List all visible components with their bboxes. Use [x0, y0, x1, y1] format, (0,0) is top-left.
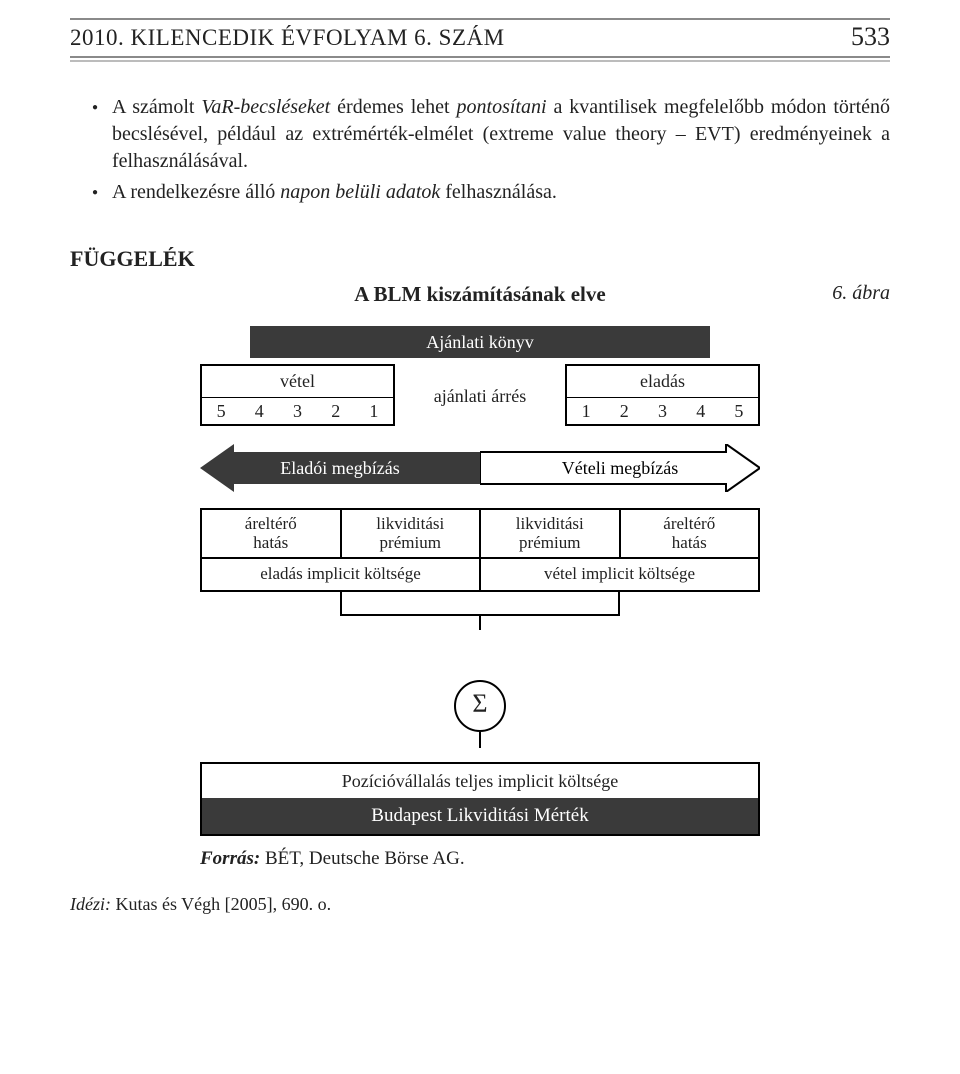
- running-header: 2010. KILENCEDIK ÉVFOLYAM 6. SZÁM 533: [0, 0, 960, 62]
- figure-caption: A BLM kiszámításának elve: [70, 280, 890, 308]
- spread-label: ajánlati árrés: [395, 364, 565, 426]
- connector-line: [479, 614, 481, 630]
- sell-side: eladás 1 2 3 4 5: [565, 364, 760, 426]
- level: 1: [567, 398, 605, 424]
- level: 5: [202, 398, 240, 424]
- effect-cell: likviditási prémium: [342, 510, 482, 557]
- bullet-icon: [92, 179, 112, 206]
- buy-order-arrow: Vételi megbízás: [480, 444, 760, 492]
- order-arrows: Eladói megbízás Vételi megbízás: [200, 444, 760, 492]
- text: felhasználása.: [440, 181, 557, 203]
- page-number: 533: [851, 22, 890, 52]
- effect-cell: áreltérő hatás: [621, 510, 759, 557]
- text: likviditási: [516, 514, 584, 533]
- text: érdemes lehet: [330, 96, 456, 118]
- text: áreltérő: [663, 514, 715, 533]
- buy-side: vétel 5 4 3 2 1: [200, 364, 395, 426]
- final-top-label: Pozícióvállalás teljes implicit költsége: [202, 764, 758, 798]
- order-book-title: Ajánlati könyv: [250, 326, 710, 358]
- text: hatás: [672, 533, 707, 552]
- source-text: BÉT, Deutsche Börse AG.: [260, 848, 464, 869]
- level: 4: [240, 398, 278, 424]
- sell-label: eladás: [567, 369, 758, 393]
- sell-levels: 1 2 3 4 5: [567, 397, 758, 424]
- final-bottom-label: Budapest Likviditási Mérték: [202, 798, 758, 834]
- connector-line: [618, 592, 620, 614]
- final-box: Pozícióvállalás teljes implicit költsége…: [200, 762, 760, 836]
- text: hatás: [253, 533, 288, 552]
- level: 1: [355, 398, 393, 424]
- text: A számolt: [112, 96, 201, 118]
- level: 5: [720, 398, 758, 424]
- connector-line: [479, 732, 481, 748]
- order-book-sides: vétel 5 4 3 2 1 ajánlati árrés eladás 1 …: [200, 364, 760, 426]
- source-label: Forrás:: [200, 848, 260, 869]
- emphasis: napon belüli adatok: [280, 181, 440, 203]
- emphasis: VaR-becsléseket: [201, 96, 330, 118]
- header-line: 2010. KILENCEDIK ÉVFOLYAM 6. SZÁM 533: [70, 18, 890, 58]
- text: likviditási: [376, 514, 444, 533]
- figure-source: Forrás: BÉT, Deutsche Börse AG.: [200, 846, 760, 872]
- sell-order-label: Eladói megbízás: [200, 444, 480, 492]
- level: 3: [278, 398, 316, 424]
- sum-to-final-connector: [200, 732, 760, 748]
- text: áreltérő: [245, 514, 297, 533]
- citation-text: Kutas és Végh [2005], 690. o.: [111, 894, 331, 914]
- appendix-heading: FÜGGELÉK: [70, 244, 890, 274]
- sell-order-arrow: Eladói megbízás: [200, 444, 480, 492]
- diagram: Ajánlati könyv vétel 5 4 3 2 1 ajánlati …: [200, 326, 760, 872]
- running-head-text: 2010. KILENCEDIK ÉVFOLYAM 6. SZÁM: [70, 25, 505, 51]
- buy-order-label: Vételi megbízás: [480, 444, 760, 492]
- text: A rendelkezésre álló: [112, 181, 280, 203]
- effects-row: áreltérő hatás likviditási prémium likvi…: [200, 508, 760, 559]
- implicit-right: vétel implicit költsége: [481, 559, 758, 590]
- text: prémium: [380, 533, 441, 552]
- implicit-cost-row: eladás implicit költsége vétel implicit …: [200, 559, 760, 592]
- figure-header: A BLM kiszámításának elve 6. ábra: [70, 280, 890, 308]
- effect-cell: likviditási prémium: [481, 510, 621, 557]
- level: 3: [643, 398, 681, 424]
- implicit-left: eladás implicit költsége: [202, 559, 481, 590]
- level: 4: [682, 398, 720, 424]
- connector-line: [340, 592, 342, 614]
- bullet-icon: [92, 94, 112, 175]
- bullet-item: A számolt VaR-becsléseket érdemes lehet …: [92, 94, 890, 175]
- page: 2010. KILENCEDIK ÉVFOLYAM 6. SZÁM 533 A …: [0, 0, 960, 1074]
- emphasis: pontosítani: [457, 96, 547, 118]
- bullet-text: A számolt VaR-becsléseket érdemes lehet …: [112, 94, 890, 175]
- level: 2: [605, 398, 643, 424]
- bullet-item: A rendelkezésre álló napon belüli adatok…: [92, 179, 890, 206]
- level: 2: [317, 398, 355, 424]
- citation: Idézi: Kutas és Végh [2005], 690. o.: [70, 894, 890, 915]
- text: prémium: [519, 533, 580, 552]
- bullet-text: A rendelkezésre álló napon belüli adatok…: [112, 179, 890, 206]
- buy-levels: 5 4 3 2 1: [202, 397, 393, 424]
- buy-label: vétel: [202, 369, 393, 393]
- sum-symbol: Σ: [454, 680, 506, 732]
- sum-connector: [200, 592, 760, 662]
- citation-label: Idézi:: [70, 894, 111, 914]
- effect-cell: áreltérő hatás: [202, 510, 342, 557]
- figure-number: 6. ábra: [832, 280, 890, 307]
- body: A számolt VaR-becsléseket érdemes lehet …: [0, 62, 960, 872]
